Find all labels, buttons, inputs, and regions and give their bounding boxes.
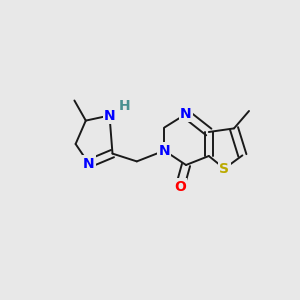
Text: O: O	[174, 180, 186, 194]
Text: N: N	[180, 107, 192, 121]
Text: N: N	[159, 144, 170, 158]
Text: S: S	[219, 162, 230, 176]
Text: N: N	[104, 109, 115, 122]
Text: H: H	[119, 99, 130, 112]
Text: N: N	[83, 157, 94, 170]
